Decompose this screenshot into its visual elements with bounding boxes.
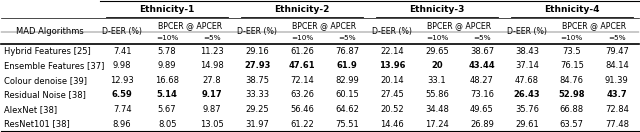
Text: D-EER (%): D-EER (%) xyxy=(102,27,142,36)
Text: 31.97: 31.97 xyxy=(245,119,269,129)
Text: 72.84: 72.84 xyxy=(605,105,628,114)
Text: 63.57: 63.57 xyxy=(560,119,584,129)
Text: 27.93: 27.93 xyxy=(244,61,270,70)
Text: 12.93: 12.93 xyxy=(110,76,134,85)
Text: 84.76: 84.76 xyxy=(560,76,584,85)
Text: 43.44: 43.44 xyxy=(468,61,495,70)
Text: 7.41: 7.41 xyxy=(113,47,131,56)
Text: 17.24: 17.24 xyxy=(425,119,449,129)
Text: Hybrid Features [25]: Hybrid Features [25] xyxy=(4,47,91,56)
Text: 29.25: 29.25 xyxy=(245,105,269,114)
Text: 75.51: 75.51 xyxy=(335,119,359,129)
Text: 8.96: 8.96 xyxy=(113,119,131,129)
Text: =10%: =10% xyxy=(291,35,313,41)
Text: 63.26: 63.26 xyxy=(290,90,314,99)
Text: 48.27: 48.27 xyxy=(470,76,494,85)
Text: 35.76: 35.76 xyxy=(515,105,539,114)
Text: 91.39: 91.39 xyxy=(605,76,628,85)
Text: 38.67: 38.67 xyxy=(470,47,494,56)
Text: 37.14: 37.14 xyxy=(515,61,539,70)
Text: 6.59: 6.59 xyxy=(112,90,132,99)
Text: 66.88: 66.88 xyxy=(560,105,584,114)
Text: 9.87: 9.87 xyxy=(203,105,221,114)
Text: =10%: =10% xyxy=(156,35,179,41)
Text: 5.67: 5.67 xyxy=(158,105,177,114)
Text: BPCER @ APCER: BPCER @ APCER xyxy=(428,21,492,30)
Text: AlexNet [38]: AlexNet [38] xyxy=(4,105,57,114)
Text: 29.16: 29.16 xyxy=(245,47,269,56)
Text: 61.26: 61.26 xyxy=(290,47,314,56)
Text: 55.86: 55.86 xyxy=(425,90,449,99)
Text: 26.43: 26.43 xyxy=(513,90,540,99)
Text: 9.17: 9.17 xyxy=(202,90,223,99)
Text: 38.43: 38.43 xyxy=(515,47,539,56)
Text: 49.65: 49.65 xyxy=(470,105,494,114)
Text: 33.33: 33.33 xyxy=(245,90,269,99)
Text: =5%: =5% xyxy=(473,35,491,41)
Text: 5.14: 5.14 xyxy=(157,90,177,99)
Text: 11.23: 11.23 xyxy=(200,47,224,56)
Text: 14.46: 14.46 xyxy=(380,119,404,129)
Text: 9.98: 9.98 xyxy=(113,61,131,70)
Text: =5%: =5% xyxy=(338,35,356,41)
Text: 47.68: 47.68 xyxy=(515,76,539,85)
Text: =5%: =5% xyxy=(608,35,626,41)
Text: =5%: =5% xyxy=(204,35,221,41)
Text: 79.47: 79.47 xyxy=(605,47,628,56)
Text: MAD Algorithms: MAD Algorithms xyxy=(16,27,84,36)
Text: 5.78: 5.78 xyxy=(158,47,177,56)
Text: 13.96: 13.96 xyxy=(379,61,405,70)
Text: 82.99: 82.99 xyxy=(335,76,359,85)
Text: 47.61: 47.61 xyxy=(289,61,316,70)
Text: BPCER @ APCER: BPCER @ APCER xyxy=(292,21,356,30)
Text: Ensemble Features [37]: Ensemble Features [37] xyxy=(4,61,104,70)
Text: 14.98: 14.98 xyxy=(200,61,224,70)
Text: 43.7: 43.7 xyxy=(607,90,627,99)
Text: 29.61: 29.61 xyxy=(515,119,539,129)
Text: =10%: =10% xyxy=(561,35,583,41)
Text: 61.22: 61.22 xyxy=(290,119,314,129)
Text: 76.15: 76.15 xyxy=(560,61,584,70)
Text: 20: 20 xyxy=(431,61,443,70)
Text: 20.14: 20.14 xyxy=(380,76,404,85)
Text: BPCER @ APCER: BPCER @ APCER xyxy=(563,21,627,30)
Text: Ethnicity-4: Ethnicity-4 xyxy=(544,5,600,14)
Text: 13.05: 13.05 xyxy=(200,119,224,129)
Text: Ethnicity-2: Ethnicity-2 xyxy=(275,5,330,14)
Text: =10%: =10% xyxy=(426,35,448,41)
Text: D-EER (%): D-EER (%) xyxy=(372,27,412,36)
Text: 72.14: 72.14 xyxy=(290,76,314,85)
Text: 61.9: 61.9 xyxy=(337,61,357,70)
Text: Residual Noise [38]: Residual Noise [38] xyxy=(4,90,86,99)
Text: 38.75: 38.75 xyxy=(245,76,269,85)
Text: 73.16: 73.16 xyxy=(470,90,494,99)
Text: 27.45: 27.45 xyxy=(380,90,404,99)
Text: 16.68: 16.68 xyxy=(155,76,179,85)
Text: 26.89: 26.89 xyxy=(470,119,494,129)
Text: 84.14: 84.14 xyxy=(605,61,628,70)
Text: D-EER (%): D-EER (%) xyxy=(507,27,547,36)
Text: 73.5: 73.5 xyxy=(563,47,581,56)
Text: Colour denoise [39]: Colour denoise [39] xyxy=(4,76,87,85)
Text: 76.87: 76.87 xyxy=(335,47,359,56)
Text: 52.98: 52.98 xyxy=(559,90,585,99)
Text: 27.8: 27.8 xyxy=(203,76,221,85)
Text: 64.62: 64.62 xyxy=(335,105,359,114)
Text: 9.89: 9.89 xyxy=(158,61,177,70)
Text: Ethnicity-1: Ethnicity-1 xyxy=(140,5,195,14)
Text: 56.46: 56.46 xyxy=(290,105,314,114)
Text: ResNet101 [38]: ResNet101 [38] xyxy=(4,119,70,129)
Text: Ethnicity-3: Ethnicity-3 xyxy=(409,5,465,14)
Text: 8.05: 8.05 xyxy=(158,119,177,129)
Text: 29.65: 29.65 xyxy=(425,47,449,56)
Text: BPCER @ APCER: BPCER @ APCER xyxy=(157,21,221,30)
Text: 7.74: 7.74 xyxy=(113,105,131,114)
Text: 22.14: 22.14 xyxy=(380,47,404,56)
Text: 34.48: 34.48 xyxy=(425,105,449,114)
Text: 77.48: 77.48 xyxy=(605,119,629,129)
Text: D-EER (%): D-EER (%) xyxy=(237,27,277,36)
Text: 33.1: 33.1 xyxy=(428,76,446,85)
Text: 20.52: 20.52 xyxy=(380,105,404,114)
Text: 60.15: 60.15 xyxy=(335,90,359,99)
